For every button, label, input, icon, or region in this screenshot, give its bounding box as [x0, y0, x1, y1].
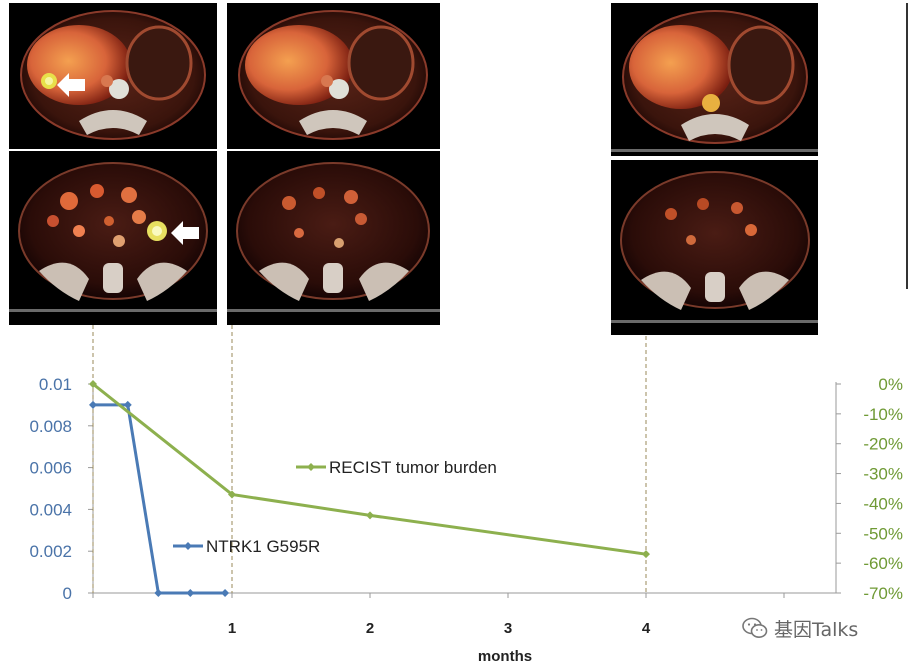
pet-ct-liver-month1 [227, 3, 440, 149]
y-right-tick-label: -60% [863, 554, 903, 573]
pet-ct-liver-month4 [611, 3, 818, 156]
y-right-tick-label: -40% [863, 494, 903, 513]
pet-ct-pelvis-month1 [227, 151, 440, 325]
y-left-tick-label: 0 [63, 584, 72, 603]
x-tick-label: 3 [504, 620, 512, 637]
data-point-ntrk1 [221, 589, 230, 597]
x-tick-label: 4 [642, 620, 651, 637]
pet-ct-liver-baseline [9, 3, 217, 149]
pet-ct-pelvis-month4 [611, 160, 818, 335]
y-left-tick-label: 0.006 [29, 459, 72, 478]
legend-marker [307, 463, 315, 471]
y-left-tick-label: 0.002 [29, 542, 72, 561]
arrow-left-icon [57, 73, 85, 97]
y-right-tick-label: -70% [863, 584, 903, 603]
y-left-tick-label: 0.004 [29, 500, 72, 519]
x-tick-label: 1 [228, 620, 236, 637]
data-point-recist [642, 550, 650, 559]
y-left-tick-label: 0.01 [39, 375, 72, 394]
data-point-recist [366, 511, 374, 520]
legend-label: RECIST tumor burden [329, 458, 497, 477]
pet-ct-pelvis-baseline [9, 151, 217, 325]
watermark: 基因Talks [742, 612, 858, 644]
data-point-recist [228, 490, 236, 499]
data-point-ntrk1 [154, 589, 163, 597]
watermark-text: 基因Talks [774, 618, 859, 641]
series-line-recist [92, 382, 647, 556]
legend-marker [184, 542, 192, 550]
y-right-tick-label: 0% [878, 375, 903, 394]
data-point-recist [89, 380, 97, 388]
series-line-ntrk1 [93, 403, 226, 595]
wechat-icon [742, 617, 768, 638]
y-right-tick-label: -30% [863, 465, 903, 484]
y-right-tick-label: -10% [863, 405, 903, 424]
data-point-ntrk1 [89, 400, 97, 409]
y-right-tick-label: -50% [863, 524, 903, 543]
x-tick-label: 2 [366, 620, 374, 637]
data-point-ntrk1 [186, 589, 195, 597]
data-point-ntrk1 [123, 400, 132, 409]
legend-label: NTRK1 G595R [206, 537, 320, 556]
x-axis-label: months [478, 648, 532, 665]
y-left-tick-label: 0.008 [29, 417, 72, 436]
y-right-tick-label: -20% [863, 435, 903, 454]
panel-separator-line [906, 3, 908, 289]
arrow-left-icon [171, 221, 199, 245]
